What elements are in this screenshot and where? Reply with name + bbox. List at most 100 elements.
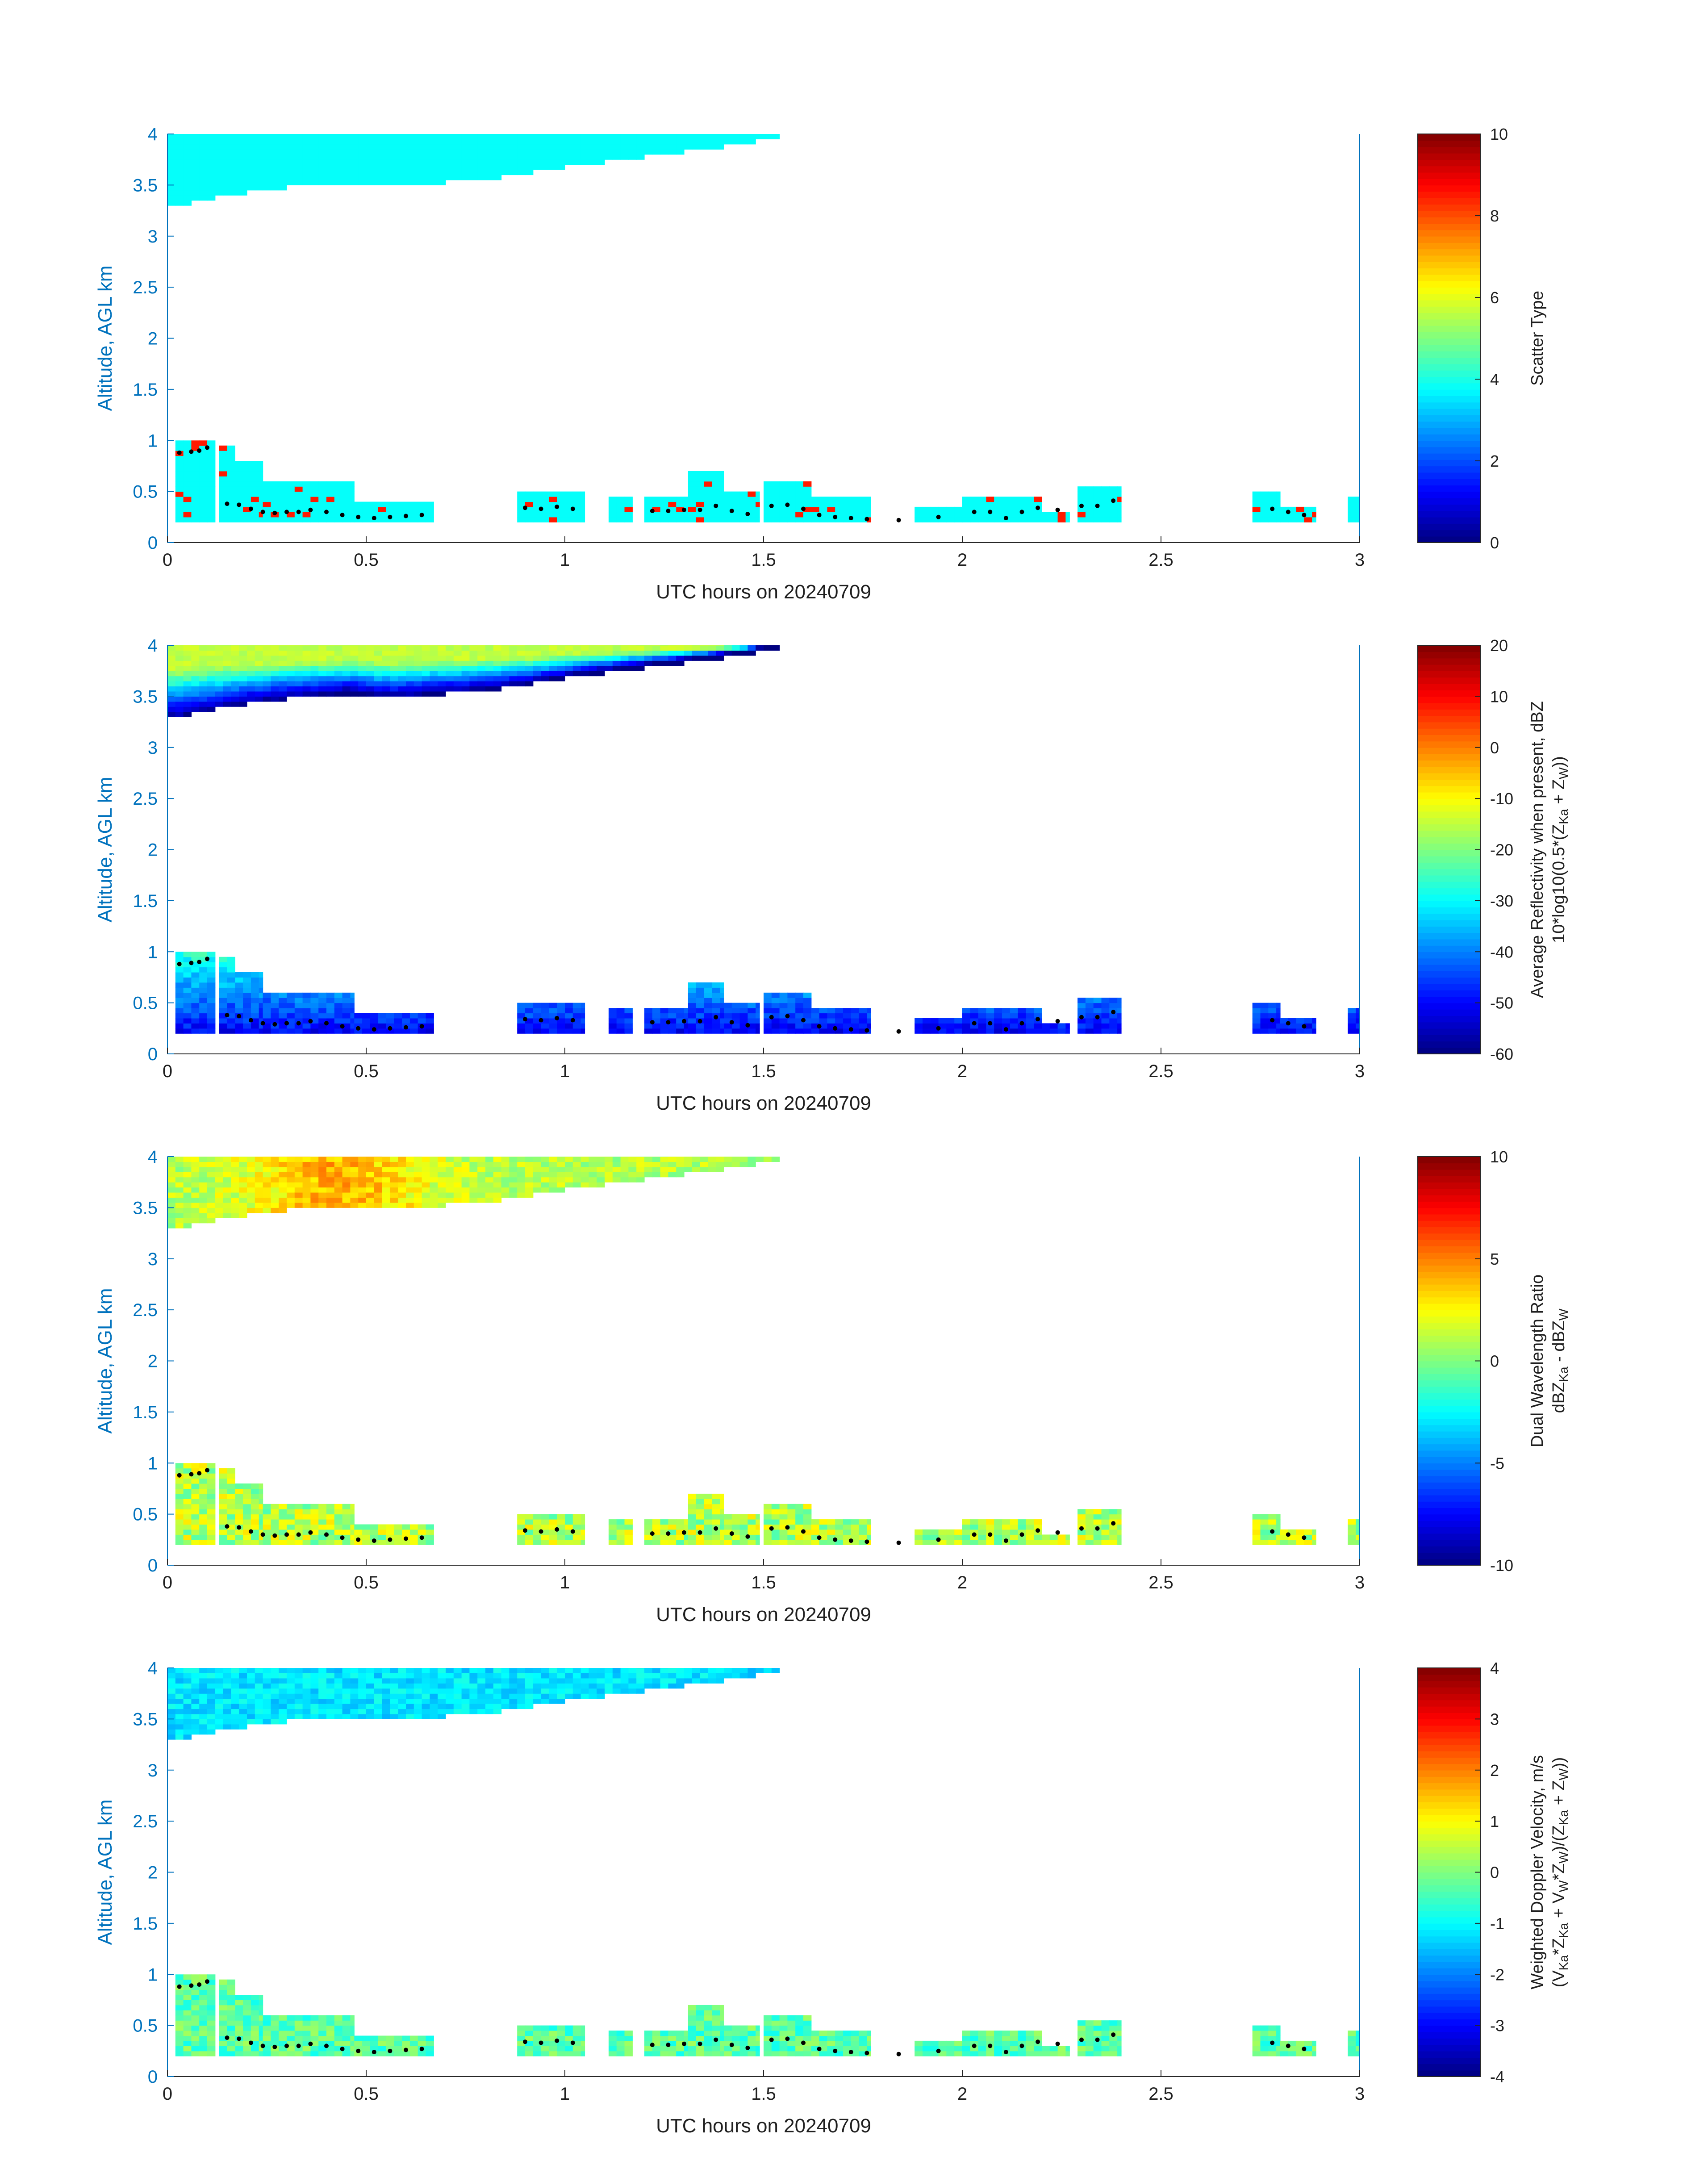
heatmap-cell: [636, 665, 645, 671]
heatmap-cell: [358, 1157, 367, 1162]
colorbar-swatch: [1418, 1354, 1480, 1362]
heatmap-cell: [183, 1524, 192, 1530]
heatmap-cell: [580, 1177, 589, 1183]
y-tick-label: 4: [148, 125, 158, 144]
heatmap-cell: [394, 1023, 402, 1029]
heatmap-cell: [612, 660, 621, 666]
heatmap-cell: [803, 1504, 812, 1509]
heatmap-cell: [525, 1534, 534, 1540]
heatmap-cell: [446, 650, 454, 656]
colorbar-swatch: [1418, 172, 1480, 179]
heatmap-cell: [469, 665, 478, 671]
heatmap-cell: [243, 1028, 251, 1034]
heatmap-cell: [644, 655, 653, 661]
heatmap-cell: [294, 1509, 303, 1515]
heatmap-cell: [509, 1162, 518, 1167]
heatmap-cell: [426, 517, 434, 522]
heatmap-cell: [207, 1499, 216, 1504]
heatmap-cell: [239, 170, 247, 175]
heatmap-cell: [227, 1008, 235, 1014]
heatmap-cell: [191, 175, 200, 180]
heatmap-cell: [1085, 501, 1094, 507]
heatmap-cell: [668, 139, 677, 145]
heatmap-cell: [231, 1208, 239, 1213]
heatmap-cell: [1010, 517, 1019, 522]
heatmap-cell: [191, 481, 200, 487]
heatmap-cell: [430, 149, 438, 155]
heatmap-cell: [215, 164, 224, 170]
heatmap-cell: [843, 1529, 852, 1535]
heatmap-cell: [326, 1008, 335, 1014]
heatmap-cell: [334, 1166, 343, 1172]
heatmap-cell: [263, 681, 271, 687]
heatmap-cell: [287, 501, 295, 507]
heatmap-cell: [704, 471, 712, 476]
heatmap-cell: [199, 506, 208, 512]
heatmap-cell: [696, 1504, 705, 1509]
heatmap-cell: [652, 1539, 661, 1545]
heatmap-cell: [688, 506, 697, 512]
heatmap-cell: [688, 1519, 697, 1525]
heatmap-cell: [962, 506, 971, 512]
heatmap-cell: [239, 1709, 247, 1714]
heatmap-cell: [175, 190, 184, 196]
heatmap-cell: [422, 671, 430, 677]
heatmap-cell: [509, 671, 518, 677]
heatmap-cell: [1026, 1524, 1034, 1530]
heatmap-cell: [660, 497, 668, 502]
heatmap-cell: [541, 671, 549, 677]
heatmap-cell: [342, 1003, 351, 1008]
heatmap-cell: [215, 701, 224, 707]
heatmap-cell: [302, 1539, 311, 1545]
heatmap-cell: [660, 660, 668, 666]
heatmap-cell: [418, 1529, 426, 1535]
heatmap-cell: [263, 671, 271, 677]
heatmap-cell: [390, 164, 398, 170]
heatmap-cell: [413, 175, 422, 180]
x-tick-label: 0: [163, 1061, 172, 1081]
heatmap-cell: [739, 1519, 748, 1525]
heatmap-cell: [608, 1539, 617, 1545]
heatmap-cell: [271, 1182, 279, 1188]
heatmap-cell: [247, 1678, 255, 1684]
heatmap-cell: [183, 1504, 192, 1509]
heatmap-cell: [708, 1157, 716, 1162]
heatmap-cell: [557, 1514, 565, 1520]
heatmap-cell: [227, 1028, 235, 1034]
heatmap-cell: [1010, 1519, 1019, 1525]
heatmap-cell: [1109, 1018, 1118, 1024]
heatmap-cell: [215, 1668, 224, 1673]
heatmap-cell: [565, 1162, 573, 1167]
heatmap-cell: [271, 164, 279, 170]
heatmap-cell: [589, 1182, 597, 1188]
heatmap-cell: [191, 1724, 200, 1730]
heatmap-cell: [207, 501, 216, 507]
heatmap-cell: [652, 1157, 661, 1162]
heatmap-cell: [271, 1688, 279, 1694]
heatmap-cell: [477, 1177, 486, 1183]
heatmap-cell: [668, 655, 677, 661]
heatmap-cell: [843, 497, 852, 502]
heatmap-cell: [413, 645, 422, 646]
heatmap-cell: [406, 164, 414, 170]
heatmap-cell: [239, 190, 247, 196]
heatmap-cell: [970, 1008, 979, 1014]
heatmap-cell: [183, 706, 192, 712]
heatmap-cell: [183, 992, 192, 998]
heatmap-cell: [748, 134, 756, 139]
heatmap-cell: [239, 149, 247, 155]
heatmap-cell: [688, 517, 697, 522]
heatmap-cell: [263, 1678, 271, 1684]
heatmap-cell: [1065, 1539, 1070, 1545]
heatmap-cell: [334, 139, 343, 145]
heatmap-cell: [422, 665, 430, 671]
heatmap-cell: [263, 1683, 271, 1689]
heatmap-cell: [509, 170, 518, 175]
heatmap-cell: [302, 1202, 311, 1208]
heatmap-cell: [580, 149, 589, 155]
heatmap-cell: [382, 655, 390, 661]
heatmap-cell: [227, 1519, 235, 1525]
heatmap-cell: [239, 1187, 247, 1193]
colorbar-swatch: [1418, 1169, 1480, 1176]
heatmap-cell: [302, 686, 311, 692]
